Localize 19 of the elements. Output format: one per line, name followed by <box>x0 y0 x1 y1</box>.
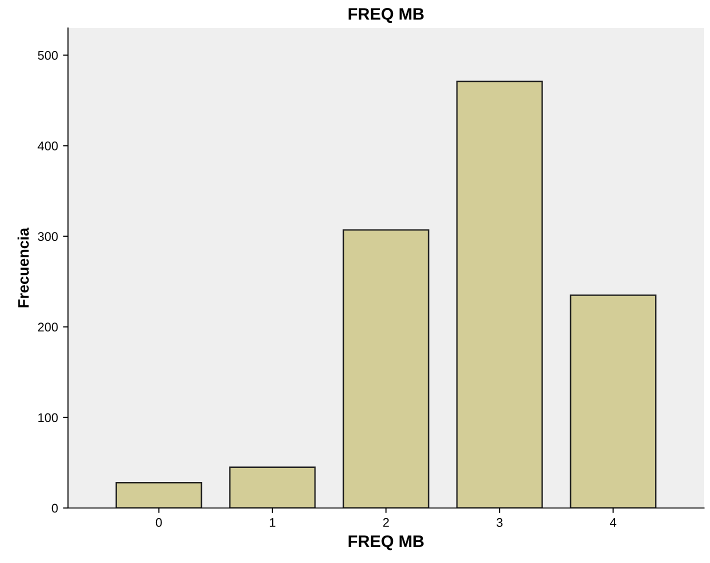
y-tick-label: 300 <box>38 232 58 241</box>
x-tick-label: 2 <box>383 518 389 527</box>
bar <box>342 229 430 508</box>
y-tick-label: 400 <box>38 142 58 150</box>
x-tick-label: 4 <box>610 518 616 527</box>
x-tick-label: 0 <box>156 518 162 527</box>
bar <box>229 466 316 508</box>
x-axis-title: FREQ MB <box>348 535 424 550</box>
chart-title: FREQ MB <box>348 8 424 23</box>
y-tick-label: 200 <box>38 322 58 332</box>
x-tick-label: 3 <box>496 518 502 527</box>
bar <box>456 80 543 508</box>
y-tick-label: 500 <box>38 50 58 60</box>
bar <box>116 482 202 508</box>
y-axis-title: Frecuencia <box>18 228 29 308</box>
y-tick-label: 0 <box>52 504 58 513</box>
x-tick-label: 1 <box>270 518 276 527</box>
y-tick-label: 100 <box>38 413 58 422</box>
bar <box>570 294 656 508</box>
